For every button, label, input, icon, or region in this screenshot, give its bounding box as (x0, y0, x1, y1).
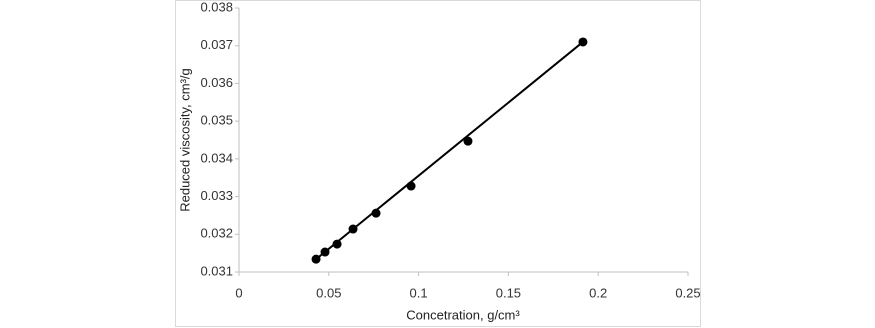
y-tick-label: 0.032 (200, 226, 233, 241)
point (406, 181, 416, 191)
point (320, 247, 330, 257)
point (348, 224, 358, 234)
x-tick-label: 0.05 (316, 285, 341, 300)
x-tick-label: 0 (235, 285, 242, 300)
point (332, 239, 342, 249)
y-tick-label: 0.035 (200, 113, 233, 128)
x-tick-label: 0.2 (589, 285, 607, 300)
y-tick-label: 0.036 (200, 75, 233, 90)
point (311, 254, 321, 264)
y-tick-label: 0.034 (200, 150, 233, 165)
y-axis-title: Reduced viscosity, cm³/g (177, 68, 192, 212)
x-axis-title: Concetration, g/cm³ (406, 307, 520, 322)
x-tick-label: 0.1 (410, 285, 428, 300)
point (463, 136, 473, 146)
y-tick-label: 0.031 (200, 263, 233, 278)
point (578, 37, 588, 47)
y-tick-label: 0.037 (200, 37, 233, 52)
y-tick-label: 0.038 (200, 0, 233, 14)
y-tick-label: 0.033 (200, 188, 233, 203)
point (371, 208, 381, 218)
trendline (315, 41, 584, 260)
x-tick-label: 0.25 (675, 285, 700, 300)
chart-border (175, 0, 701, 327)
x-tick-label: 0.15 (496, 285, 521, 300)
